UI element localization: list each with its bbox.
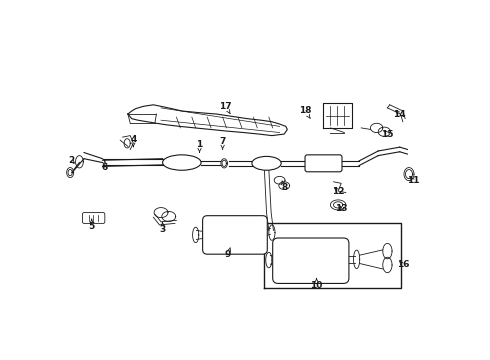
Text: 3: 3 [159, 222, 166, 234]
Text: 16: 16 [396, 261, 409, 269]
FancyBboxPatch shape [272, 238, 349, 283]
Text: 4: 4 [130, 135, 137, 147]
Text: 6: 6 [102, 161, 108, 172]
Text: 8: 8 [281, 181, 287, 193]
Text: 17: 17 [220, 102, 232, 114]
Text: 1: 1 [196, 140, 203, 152]
Text: 11: 11 [407, 176, 419, 185]
Text: 15: 15 [381, 130, 393, 139]
Text: 18: 18 [299, 107, 311, 118]
Text: 9: 9 [225, 248, 231, 260]
FancyBboxPatch shape [305, 155, 342, 172]
Text: 10: 10 [310, 278, 323, 290]
Text: 5: 5 [89, 219, 95, 231]
Ellipse shape [252, 156, 281, 170]
Text: 7: 7 [220, 137, 226, 149]
Text: 14: 14 [393, 109, 406, 118]
FancyBboxPatch shape [203, 216, 268, 254]
Text: 12: 12 [332, 186, 344, 195]
Text: 2: 2 [69, 156, 75, 165]
Text: 13: 13 [335, 204, 347, 213]
